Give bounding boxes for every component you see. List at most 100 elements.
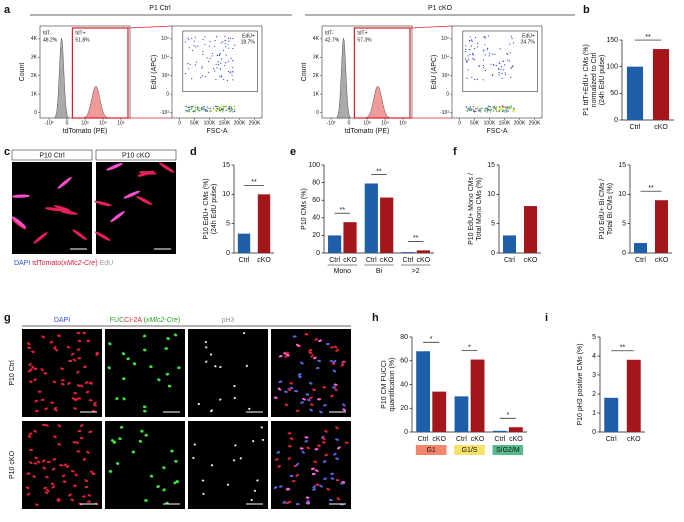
y-tick-label: 80 xyxy=(400,334,408,341)
flow-tick-label: 150K xyxy=(219,120,231,126)
flow-event xyxy=(506,52,508,54)
cell xyxy=(340,363,345,367)
flow-event xyxy=(511,107,513,110)
flow-event xyxy=(507,59,509,61)
cell xyxy=(88,399,93,402)
y-tick-label: 10 xyxy=(222,191,230,198)
cell xyxy=(335,479,340,482)
cell xyxy=(334,345,338,349)
flow-event xyxy=(477,106,479,108)
cell xyxy=(277,387,282,391)
y-axis-label: P10 EdU+ Bi CMs / xyxy=(599,179,606,240)
cell xyxy=(330,472,335,475)
cell xyxy=(32,475,37,478)
flow-event xyxy=(480,109,482,111)
flow-event xyxy=(486,49,488,51)
cell xyxy=(214,365,217,368)
cell xyxy=(29,461,33,465)
flow-tick-label: 0 xyxy=(66,120,69,126)
cell xyxy=(286,353,290,357)
cell xyxy=(41,423,46,427)
cell xyxy=(144,499,148,502)
cell xyxy=(34,399,39,403)
flow-frame xyxy=(451,25,543,119)
flow-tick-label: 10⁵ xyxy=(161,36,169,42)
panel-letter: f xyxy=(453,146,457,158)
cell xyxy=(219,398,222,401)
flow-tick-label: 0 xyxy=(446,91,449,97)
y-tick-label: 0 xyxy=(614,117,618,124)
flow-event xyxy=(203,107,205,109)
flow-event xyxy=(228,109,230,111)
flow-event xyxy=(215,78,217,81)
flow-event xyxy=(510,67,512,69)
bar xyxy=(237,233,251,253)
flow-event xyxy=(234,108,236,111)
cell xyxy=(251,440,255,443)
histogram-peak xyxy=(336,37,351,119)
y-tick-label: 10 xyxy=(487,191,495,198)
flow-event xyxy=(499,48,501,50)
flow-event xyxy=(503,107,505,109)
cell xyxy=(304,332,309,336)
y-tick-label: 5 xyxy=(226,221,230,228)
flow-event xyxy=(474,59,476,61)
cell xyxy=(210,410,213,413)
cell xyxy=(273,486,278,489)
flow-event xyxy=(194,64,197,66)
flow-event xyxy=(206,57,208,59)
flow-event xyxy=(472,111,474,113)
y-tick-label: 100 xyxy=(606,64,618,71)
panel-letter: e xyxy=(290,146,296,158)
cell xyxy=(140,429,144,433)
flow-event xyxy=(201,106,203,109)
flow-event xyxy=(219,107,221,109)
cell xyxy=(294,390,299,393)
cell xyxy=(193,443,197,446)
y-tick-label: 40 xyxy=(312,215,320,222)
flow-event xyxy=(503,60,505,62)
flow-event xyxy=(196,61,198,63)
flow-event xyxy=(191,37,193,39)
flow-event xyxy=(487,35,490,37)
cell xyxy=(88,430,93,434)
flow-event xyxy=(469,36,472,38)
significance: ** xyxy=(376,168,382,175)
flow-event xyxy=(204,36,206,38)
cell xyxy=(239,457,242,460)
cell xyxy=(126,357,130,361)
flow-event xyxy=(198,110,200,112)
flow-event xyxy=(199,109,201,112)
flow-event xyxy=(200,76,202,79)
cell xyxy=(122,377,126,381)
flow-event xyxy=(473,47,476,50)
flow-event xyxy=(492,110,495,112)
gate-value: 24.7% xyxy=(521,39,536,45)
flow-event xyxy=(232,47,234,50)
cell xyxy=(319,410,323,414)
gate-label: EdU+ xyxy=(522,33,535,39)
micrograph xyxy=(271,421,351,509)
cell xyxy=(65,465,70,468)
flow-event xyxy=(216,108,218,110)
flow-event xyxy=(508,60,510,62)
flow-event xyxy=(216,54,218,56)
cell xyxy=(170,449,174,453)
flow-event xyxy=(187,110,190,112)
cell xyxy=(60,367,65,370)
cell xyxy=(298,375,302,379)
group-label-box xyxy=(492,445,524,455)
flow-event xyxy=(191,107,193,109)
cell xyxy=(304,436,309,439)
row-label: P10 Ctrl xyxy=(9,360,16,386)
cell xyxy=(84,381,89,384)
flow-event xyxy=(212,67,215,70)
flow-event xyxy=(202,50,204,53)
flow-event xyxy=(514,111,516,113)
cell xyxy=(248,407,251,410)
cell xyxy=(54,348,58,352)
flow-tick-label: 0 xyxy=(166,91,169,97)
flow-event xyxy=(497,110,499,112)
cell xyxy=(306,446,311,450)
cell xyxy=(309,408,313,412)
